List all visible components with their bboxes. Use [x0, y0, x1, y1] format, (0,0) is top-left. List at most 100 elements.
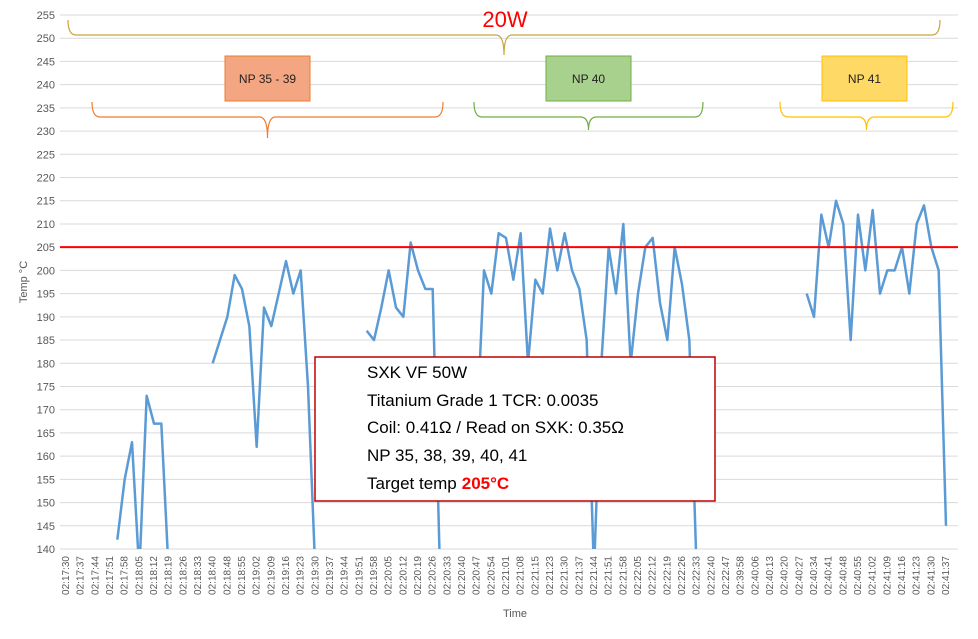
x-tick-label: 02:20:54 — [486, 556, 497, 595]
group-label: NP 35 - 39 — [239, 72, 296, 86]
x-tick-label: 02:39:58 — [736, 556, 747, 595]
temp-line — [116, 199, 948, 549]
x-tick-label: 02:41:30 — [926, 556, 937, 595]
y-tick-label: 160 — [37, 451, 55, 463]
group-brace — [779, 101, 954, 131]
x-axis-title: Time — [503, 608, 527, 620]
x-tick-label: 02:18:26 — [178, 556, 189, 595]
x-tick-label: 02:40:55 — [853, 556, 864, 595]
x-tick-label: 02:18:33 — [193, 556, 204, 595]
x-tick-label: 02:19:02 — [252, 556, 263, 595]
x-tick-label: 02:22:33 — [692, 556, 703, 595]
x-tick-label: 02:19:58 — [369, 556, 380, 595]
x-tick-label: 02:40:41 — [824, 556, 835, 595]
x-tick-label: 02:22:26 — [677, 556, 688, 595]
y-tick-label: 145 — [37, 521, 55, 533]
x-tick-label: 02:21:08 — [516, 556, 527, 595]
y-tick-label: 240 — [37, 80, 55, 92]
group-brace — [91, 101, 444, 139]
note-target-value: 205°C — [462, 474, 509, 493]
note-line: Coil: 0.41Ω / Read on SXK: 0.35Ω — [367, 418, 624, 437]
x-tick-label: 02:21:30 — [560, 556, 571, 595]
x-tick-label: 02:41:23 — [912, 556, 923, 595]
x-tick-label: 02:40:13 — [765, 556, 776, 595]
x-tick-label: 02:18:55 — [237, 556, 248, 595]
note-line: NP 35, 38, 39, 40, 41 — [367, 446, 527, 465]
y-tick-label: 200 — [37, 265, 55, 277]
y-tick-label: 195 — [37, 289, 55, 301]
x-tick-label: 02:17:30 — [61, 556, 72, 595]
x-tick-label: 02:21:37 — [574, 556, 585, 595]
y-tick-label: 215 — [37, 196, 55, 208]
x-tick-label: 02:17:37 — [76, 556, 87, 595]
x-tick-label: 02:22:47 — [721, 556, 732, 595]
group-brace — [473, 101, 704, 131]
y-tick-label: 250 — [37, 33, 55, 45]
y-tick-label: 170 — [37, 405, 55, 417]
x-tick-label: 02:20:12 — [398, 556, 409, 595]
note-box: SXK VF 50W Titanium Grade 1 TCR: 0.0035 … — [314, 356, 716, 502]
plot-area — [116, 199, 948, 549]
x-tick-label: 02:41:16 — [897, 556, 908, 595]
group-label: NP 40 — [572, 72, 605, 86]
x-tick-label: 02:18:12 — [149, 556, 160, 595]
x-tick-label: 02:20:19 — [413, 556, 424, 595]
note-line: Titanium Grade 1 TCR: 0.0035 — [367, 391, 599, 410]
grid — [60, 14, 958, 550]
x-tick-label: 02:41:02 — [868, 556, 879, 595]
x-tick-label: 02:19:16 — [281, 556, 292, 595]
x-tick-label: 02:19:23 — [296, 556, 307, 595]
x-tick-label: 02:22:12 — [648, 556, 659, 595]
x-tick-label: 02:20:47 — [472, 556, 483, 595]
x-tick-label: 02:41:09 — [882, 556, 893, 595]
x-tick-label: 02:40:48 — [838, 556, 849, 595]
x-tick-label: 02:41:37 — [941, 556, 952, 595]
y-tick-label: 255 — [37, 10, 55, 22]
y-tick-label: 225 — [37, 149, 55, 161]
x-tick-label: 02:19:44 — [340, 556, 351, 595]
y-tick-label: 185 — [37, 335, 55, 347]
group-label: NP 41 — [848, 72, 881, 86]
group-box — [821, 55, 908, 102]
x-tick-label: 02:40:34 — [809, 556, 820, 595]
group-box — [224, 55, 311, 102]
x-tick-label: 02:17:44 — [90, 556, 101, 595]
y-tick-label: 165 — [37, 428, 55, 440]
x-tick-label: 02:17:51 — [105, 556, 116, 595]
x-tick-label: 02:18:40 — [208, 556, 219, 595]
note-line: SXK VF 50W — [367, 363, 467, 382]
y-tick-label: 150 — [37, 498, 55, 510]
y-tick-label: 220 — [37, 173, 55, 185]
x-tick-label: 02:40:06 — [750, 556, 761, 595]
y-axis-title: Temp °C — [18, 261, 30, 303]
x-tick-label: 02:22:05 — [633, 556, 644, 595]
x-tick-label: 02:20:40 — [457, 556, 468, 595]
y-tick-label: 235 — [37, 103, 55, 115]
x-tick-label: 02:19:51 — [354, 556, 365, 595]
x-tick-label: 02:21:44 — [589, 556, 600, 595]
x-tick-label: 02:22:40 — [706, 556, 717, 595]
x-tick-label: 02:18:48 — [222, 556, 233, 595]
x-tick-label: 02:21:01 — [501, 556, 512, 595]
x-tick-label: 02:40:20 — [780, 556, 791, 595]
x-tick-label: 02:20:05 — [384, 556, 395, 595]
power-brace — [67, 19, 941, 56]
x-tick-label: 02:21:15 — [530, 556, 541, 595]
x-tick-label: 02:21:51 — [604, 556, 615, 595]
x-tick-label: 02:18:05 — [134, 556, 145, 595]
power-label: 20W — [482, 7, 527, 32]
x-tick-label: 02:20:26 — [428, 556, 439, 595]
x-tick-label: 02:40:27 — [794, 556, 805, 595]
y-tick-label: 210 — [37, 219, 55, 231]
note-target-label: Target temp — [367, 474, 457, 493]
y-tick-label: 190 — [37, 312, 55, 324]
group-box — [545, 55, 632, 102]
y-tick-label: 140 — [37, 544, 55, 556]
x-tick-label: 02:18:19 — [164, 556, 175, 595]
y-tick-label: 175 — [37, 381, 55, 393]
note-frame — [314, 356, 716, 502]
x-tick-label: 02:17:58 — [120, 556, 131, 595]
note-target: Target temp 205°C — [367, 474, 509, 493]
